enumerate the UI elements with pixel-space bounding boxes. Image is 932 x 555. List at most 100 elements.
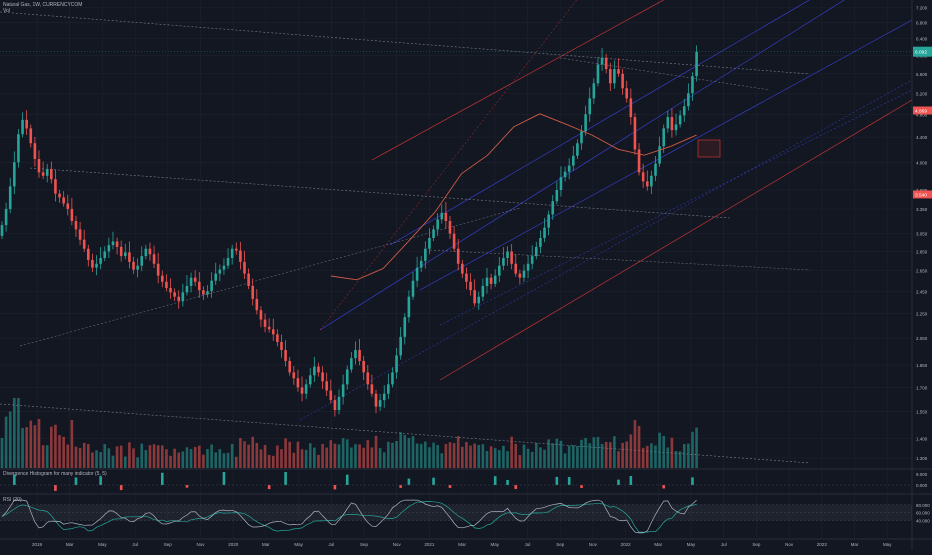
volume-bar [440,453,444,468]
volume-bar [415,443,419,468]
candle-body [214,273,218,281]
volume-bar [197,445,201,468]
candle-body [682,106,686,116]
candle-body [567,165,571,172]
time-tick-label: Mar [262,542,270,547]
volume-bar [539,447,542,468]
price-tick-label: 1.300 [916,456,928,461]
volume-bar [103,444,107,468]
candle-body [498,265,501,276]
volume-bar [576,446,579,468]
candle-body [226,258,230,266]
candle-body [399,336,402,356]
volume-bar [296,441,300,468]
volume-bar [78,448,82,468]
candle-body [267,326,271,330]
volume-bar [95,450,98,468]
volume-bar [202,454,205,468]
candle-body [448,220,452,234]
volume-bar [571,445,575,468]
candle-body [407,296,411,318]
candle-body [8,186,12,209]
candle-body [156,263,160,276]
candle-body [243,261,246,274]
histogram-bar [662,485,666,489]
time-tick-label: Nov [785,542,794,547]
rsi-title: RSI (20) [3,497,22,503]
candle-body [580,131,583,144]
candle-body [62,197,65,204]
volume-bar [115,446,119,468]
price-tick-label: 2.250 [916,312,928,317]
volume-bar [144,450,148,468]
price-tick-label: 4.800 [916,112,928,117]
volume-bar [45,445,49,468]
candle-body [54,179,57,194]
price-tick-label: 4.000 [916,160,928,165]
volume-bar [366,440,370,468]
candles [0,45,698,417]
candle-body [70,208,74,221]
volume-bar [111,455,115,468]
candle-body [128,252,131,262]
candle-body [535,246,538,257]
price-tick-label: 2.850 [916,249,928,254]
candle-body [382,393,386,401]
volume-bar [489,446,493,468]
volume-bar [465,441,468,468]
candle-body [25,119,28,129]
candle-body [444,212,448,221]
volume-bar [456,436,460,468]
candle-body [584,114,587,132]
candle-body [637,149,641,173]
price-tick-label: 3.350 [916,207,928,212]
candle-body [189,277,193,286]
candle-body [514,263,518,274]
candle-body [432,229,435,238]
candle-body [428,237,431,249]
volume-bar [304,449,308,468]
price-axis: 7.2006.8006.4006.0005.6005.2004.8004.400… [0,6,932,461]
volume-bar [124,456,127,468]
candle-body [119,246,123,257]
volume-bar [666,447,670,468]
volume-bar [473,443,476,468]
candle-body [308,375,312,385]
time-tick-label: May [491,542,500,547]
price-tick-label: 6.400 [916,37,928,42]
volume-bar [189,449,193,468]
candle-body [604,57,608,70]
candle-body [456,248,460,264]
volume-bar [682,444,686,468]
volume-bar [325,447,328,468]
volume-bar [399,432,402,468]
trendline [429,249,811,271]
candle-body [144,248,148,257]
volume-bar [292,452,296,468]
volume-bar [214,452,218,468]
volume-bars [0,398,698,468]
volume-bar [230,443,234,468]
volume-bar [313,447,316,468]
histogram-bar [555,476,559,485]
time-tick-label: Jul [721,542,727,547]
candle-body [576,143,579,156]
candle-body [0,225,4,236]
candle-body [687,93,690,107]
volume-bar [522,444,526,468]
histogram-tick-label: 0.000 [916,483,928,488]
volume-bar [530,451,534,468]
candle-body [21,119,24,135]
candle-body [506,251,509,259]
volume-bar [70,420,74,468]
price-tick-label: 1.550 [916,410,928,415]
candle-body [613,69,616,84]
volume-bar [87,444,90,468]
candle-body [202,290,205,295]
histogram-bar [54,485,57,491]
candle-body [350,358,353,370]
histogram-bar [119,485,123,491]
volume-bar [481,444,485,468]
last-price-badge [913,46,932,57]
